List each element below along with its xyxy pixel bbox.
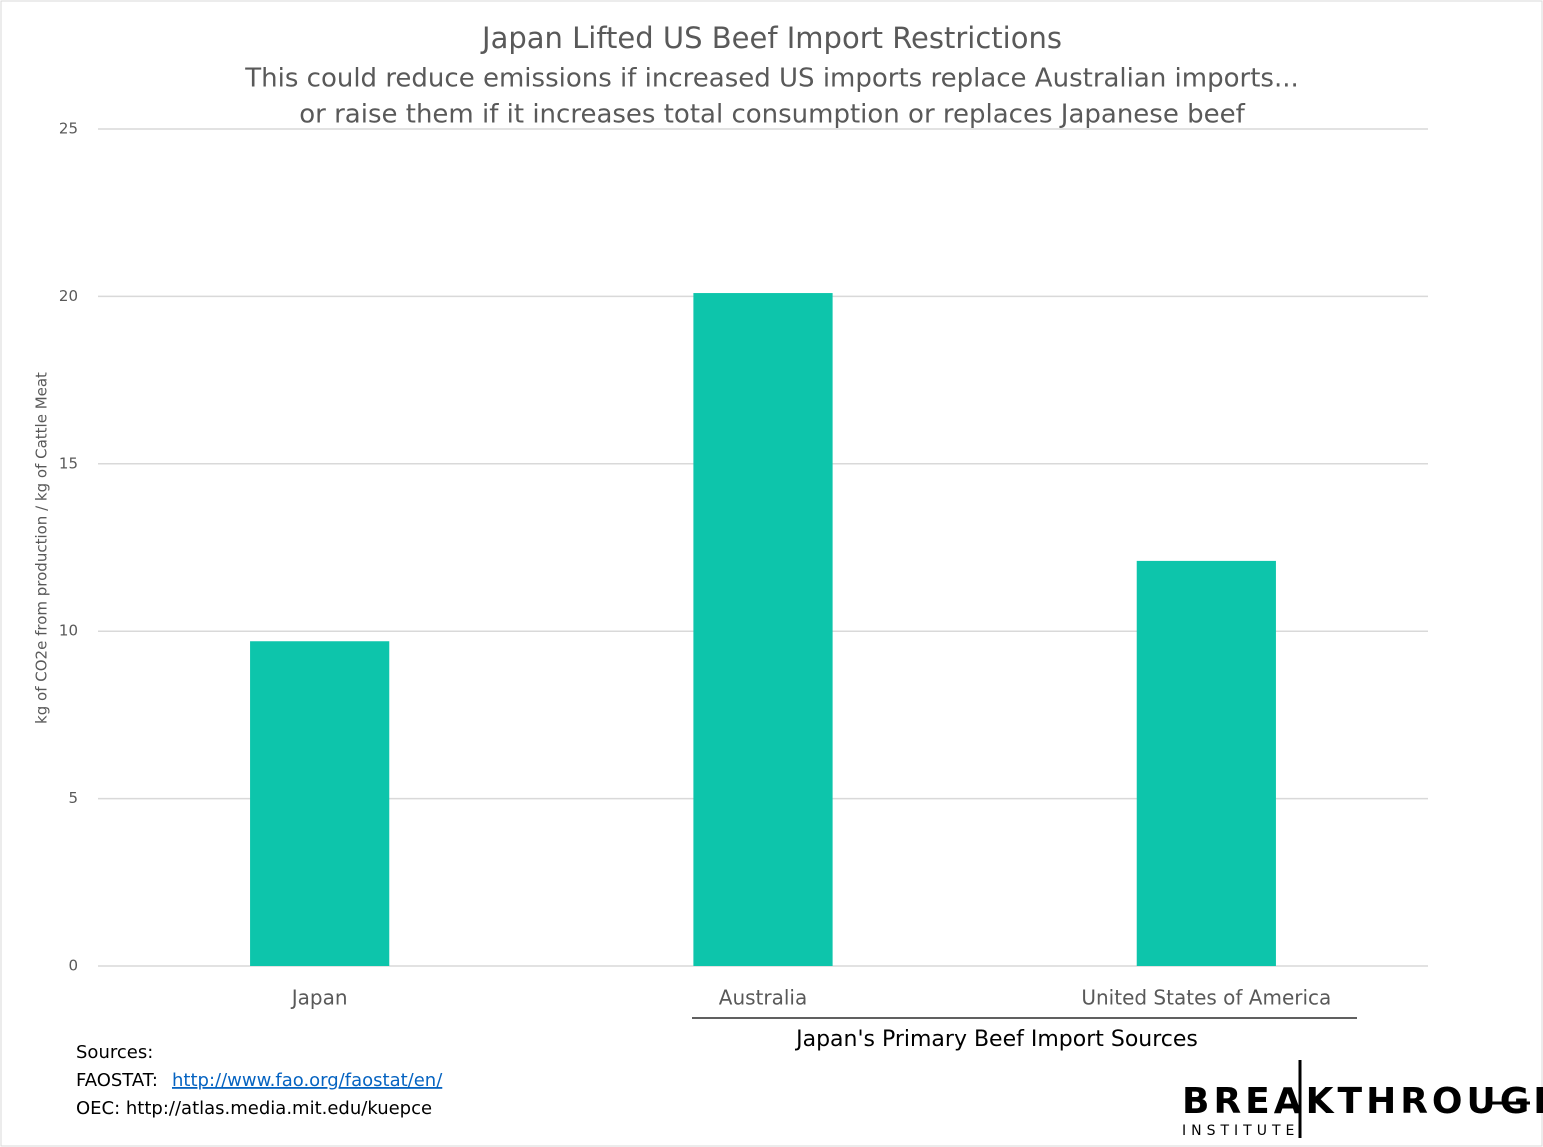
sources-link[interactable]: http://www.fao.org/faostat/en/ (172, 1070, 443, 1091)
logo-sub: INSTITUTE (1182, 1123, 1299, 1139)
y-axis-label: kg of CO2e from production / kg of Cattl… (33, 372, 51, 724)
y-tick-label: 15 (59, 454, 78, 472)
x-tick-label: Japan (290, 986, 348, 1010)
x-axis-label: Japan's Primary Beef Import Sources (794, 1027, 1198, 1052)
y-tick-label: 10 (59, 622, 78, 640)
x-tick-label: Australia (719, 986, 807, 1010)
sources-oec: OEC: http://atlas.media.mit.edu/kuepce (76, 1098, 432, 1119)
bar (693, 293, 833, 966)
chart-subtitle: This could reduce emissions if increased… (244, 64, 1299, 94)
y-tick-label: 20 (59, 287, 78, 305)
sources-faostat: FAOSTAT: (76, 1070, 158, 1091)
bar (250, 641, 390, 966)
sources-heading: Sources: (76, 1042, 153, 1063)
chart-title: Japan Lifted US Beef Import Restrictions (480, 21, 1062, 55)
y-tick-label: 25 (59, 120, 78, 138)
chart-subtitle: or raise them if it increases total cons… (299, 100, 1245, 130)
bar (1136, 560, 1276, 966)
logo-name: BREAKTHROUGH (1182, 1081, 1543, 1122)
x-tick-label: United States of America (1081, 986, 1331, 1010)
y-tick-label: 0 (68, 957, 78, 975)
y-tick-label: 5 (68, 789, 78, 807)
